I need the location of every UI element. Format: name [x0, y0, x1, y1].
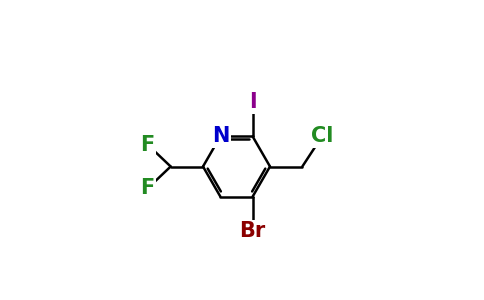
Text: Cl: Cl	[311, 127, 333, 146]
Text: N: N	[212, 127, 229, 146]
Text: Br: Br	[240, 221, 266, 241]
Text: I: I	[249, 92, 257, 112]
Text: F: F	[140, 135, 155, 155]
Text: F: F	[140, 178, 155, 199]
